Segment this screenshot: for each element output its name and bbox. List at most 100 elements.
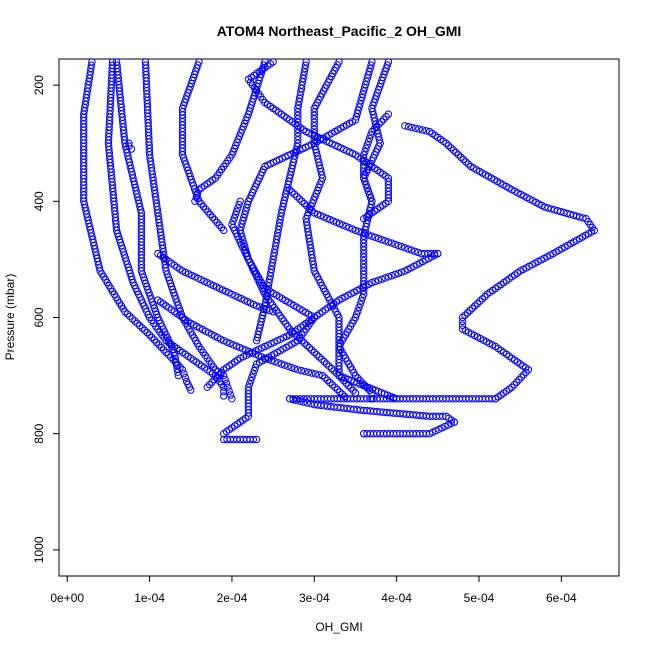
- data-point: [146, 292, 154, 300]
- data-point: [140, 276, 149, 284]
- data-point: [360, 87, 368, 95]
- data-point: [449, 146, 458, 154]
- data-point: [362, 181, 370, 189]
- data-point: [457, 153, 465, 161]
- data-point: [144, 285, 152, 294]
- data-point: [245, 347, 253, 356]
- data-point: [267, 356, 276, 365]
- y-axis-label: Pressure (mbar): [3, 274, 17, 361]
- data-point: [151, 307, 160, 315]
- data-point: [233, 138, 241, 147]
- data-point: [150, 304, 159, 312]
- data-point: [187, 79, 196, 88]
- data-point: [381, 237, 389, 245]
- data-point: [265, 278, 273, 287]
- data-point: [373, 89, 382, 97]
- data-point: [391, 270, 399, 279]
- data-point: [236, 197, 244, 206]
- data-point: [188, 76, 197, 85]
- data-point: [183, 92, 191, 100]
- data-point: [308, 369, 316, 377]
- data-point: [323, 376, 332, 384]
- data-point: [515, 376, 523, 384]
- data-point: [329, 217, 337, 225]
- data-point: [193, 64, 201, 72]
- data-point: [384, 58, 393, 66]
- data-point: [352, 310, 361, 318]
- data-point: [380, 70, 388, 79]
- data-point: [228, 395, 236, 403]
- data-point: [372, 122, 381, 131]
- data-point: [360, 249, 368, 258]
- data-point: [307, 395, 315, 403]
- x-tick-label: 0e+00: [50, 591, 84, 605]
- data-point: [192, 193, 201, 202]
- data-point: [303, 341, 311, 350]
- data-point: [155, 341, 163, 349]
- data-point: [181, 98, 189, 106]
- data-point: [422, 127, 430, 135]
- data-point: [378, 275, 386, 283]
- data-point: [452, 148, 460, 157]
- data-point: [344, 381, 353, 390]
- data-point: [364, 187, 373, 196]
- data-point: [152, 338, 161, 347]
- data-point: [313, 351, 321, 359]
- data-point: [274, 359, 282, 367]
- data-point: [364, 137, 373, 146]
- data-point: [343, 395, 351, 403]
- data-point: [194, 61, 202, 69]
- data-point: [368, 58, 376, 66]
- data-point: [310, 111, 318, 120]
- data-point: [382, 64, 390, 72]
- data-point: [277, 209, 286, 217]
- data-point: [225, 387, 233, 395]
- data-point: [197, 200, 205, 208]
- data-point: [189, 182, 198, 190]
- y-axis: 200 400 600 800 1000: [32, 75, 60, 563]
- data-point: [252, 360, 261, 368]
- data-point: [143, 328, 151, 337]
- x-axis: 0e+00 1e-04 2e-04 3e-04 4e-04 5e-04 6e-04: [50, 575, 577, 605]
- data-point: [379, 73, 387, 82]
- data-point: [458, 313, 467, 322]
- data-point: [221, 375, 229, 384]
- data-point: [171, 292, 179, 300]
- data-point: [300, 199, 309, 208]
- data-point: [333, 385, 342, 394]
- data-point: [294, 122, 302, 130]
- data-point: [262, 305, 271, 314]
- data-point: [145, 331, 154, 339]
- x-tick-label: 6e-04: [546, 591, 577, 605]
- data-point: [248, 373, 256, 381]
- data-point: [167, 282, 176, 291]
- data-point: [444, 141, 453, 150]
- data-point: [294, 125, 302, 134]
- data-point: [466, 306, 474, 315]
- data-point: [311, 370, 320, 378]
- data-point: [360, 260, 368, 268]
- data-point: [318, 371, 327, 380]
- data-point: [303, 399, 311, 407]
- data-point: [512, 378, 521, 386]
- data-point: [464, 160, 472, 168]
- data-point: [374, 276, 383, 284]
- data-point: [285, 395, 294, 403]
- data-point: [271, 357, 279, 366]
- data-point: [415, 125, 423, 133]
- data-point: [210, 376, 219, 384]
- data-point: [128, 315, 137, 323]
- data-point: [261, 354, 269, 362]
- data-point: [172, 295, 180, 303]
- data-point: [378, 76, 386, 85]
- y-tick-label: 800: [32, 423, 46, 443]
- x-tick-label: 2e-04: [217, 591, 248, 605]
- data-point: [190, 70, 199, 79]
- data-point: [361, 230, 370, 238]
- data-point: [360, 256, 368, 265]
- data-point: [184, 166, 192, 175]
- y-tick-label: 400: [32, 191, 46, 211]
- data-point: [407, 246, 416, 254]
- data-point: [275, 222, 283, 230]
